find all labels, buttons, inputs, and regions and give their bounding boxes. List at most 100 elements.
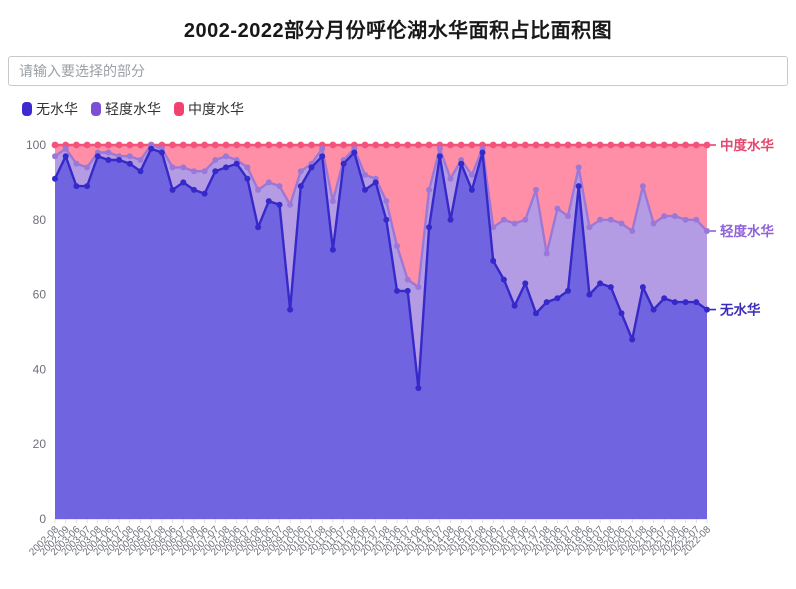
data-point-mild-bloom[interactable]	[693, 216, 700, 223]
data-point-moderate-bloom[interactable]	[169, 141, 177, 149]
data-point-none-bloom[interactable]	[340, 160, 347, 167]
data-point-moderate-bloom[interactable]	[105, 141, 112, 149]
data-point-mild-bloom[interactable]	[276, 183, 283, 190]
data-point-none-bloom[interactable]	[693, 299, 700, 306]
data-point-none-bloom[interactable]	[158, 149, 165, 156]
data-point-none-bloom[interactable]	[597, 280, 604, 287]
data-point-none-bloom[interactable]	[618, 310, 625, 317]
data-point-moderate-bloom[interactable]	[276, 141, 283, 149]
data-point-mild-bloom[interactable]	[287, 201, 294, 208]
data-point-moderate-bloom[interactable]	[51, 141, 59, 149]
legend-item-mild-bloom[interactable]: 轻度水华	[91, 99, 161, 119]
data-point-mild-bloom[interactable]	[436, 145, 443, 152]
data-point-none-bloom[interactable]	[351, 149, 358, 156]
data-point-none-bloom[interactable]	[319, 153, 326, 160]
data-point-moderate-bloom[interactable]	[671, 141, 679, 149]
data-point-none-bloom[interactable]	[212, 168, 219, 175]
data-point-moderate-bloom[interactable]	[361, 141, 369, 149]
data-point-moderate-bloom[interactable]	[447, 141, 454, 149]
data-point-moderate-bloom[interactable]	[329, 141, 337, 149]
data-point-moderate-bloom[interactable]	[94, 141, 102, 149]
data-point-moderate-bloom[interactable]	[137, 141, 144, 149]
data-point-moderate-bloom[interactable]	[265, 141, 273, 149]
data-point-none-bloom[interactable]	[169, 186, 176, 193]
data-point-none-bloom[interactable]	[586, 291, 593, 298]
data-point-none-bloom[interactable]	[650, 306, 657, 313]
data-point-moderate-bloom[interactable]	[308, 141, 315, 149]
data-point-moderate-bloom[interactable]	[222, 141, 230, 149]
data-point-moderate-bloom[interactable]	[575, 141, 583, 149]
data-point-mild-bloom[interactable]	[52, 153, 58, 160]
data-point-moderate-bloom[interactable]	[650, 141, 657, 149]
data-point-mild-bloom[interactable]	[73, 160, 80, 167]
data-point-none-bloom[interactable]	[265, 198, 272, 205]
data-point-moderate-bloom[interactable]	[297, 141, 305, 149]
data-point-mild-bloom[interactable]	[575, 164, 582, 171]
data-point-none-bloom[interactable]	[297, 183, 304, 190]
data-point-moderate-bloom[interactable]	[543, 141, 551, 149]
data-point-mild-bloom[interactable]	[682, 216, 689, 223]
data-point-none-bloom[interactable]	[629, 336, 636, 343]
data-point-mild-bloom[interactable]	[362, 171, 368, 178]
data-point-moderate-bloom[interactable]	[618, 141, 625, 149]
data-point-moderate-bloom[interactable]	[586, 141, 593, 149]
data-point-mild-bloom[interactable]	[607, 216, 614, 223]
data-point-moderate-bloom[interactable]	[83, 141, 91, 149]
data-point-mild-bloom[interactable]	[533, 186, 539, 193]
data-point-none-bloom[interactable]	[671, 299, 678, 306]
data-point-moderate-bloom[interactable]	[190, 141, 198, 149]
data-point-mild-bloom[interactable]	[565, 213, 571, 220]
data-point-none-bloom[interactable]	[639, 284, 646, 291]
data-point-none-bloom[interactable]	[436, 153, 443, 160]
data-point-mild-bloom[interactable]	[180, 164, 187, 171]
data-point-none-bloom[interactable]	[468, 186, 475, 193]
data-point-moderate-bloom[interactable]	[500, 141, 508, 149]
data-point-none-bloom[interactable]	[479, 149, 486, 156]
data-point-none-bloom[interactable]	[94, 153, 101, 160]
data-point-moderate-bloom[interactable]	[201, 141, 209, 149]
data-point-mild-bloom[interactable]	[490, 224, 497, 231]
data-point-none-bloom[interactable]	[447, 216, 454, 223]
data-point-moderate-bloom[interactable]	[703, 141, 711, 149]
data-point-moderate-bloom[interactable]	[532, 141, 540, 149]
data-point-mild-bloom[interactable]	[511, 220, 518, 227]
data-point-mild-bloom[interactable]	[126, 153, 133, 160]
data-point-moderate-bloom[interactable]	[393, 141, 401, 149]
data-point-none-bloom[interactable]	[233, 160, 240, 167]
data-point-none-bloom[interactable]	[137, 168, 144, 175]
data-point-mild-bloom[interactable]	[426, 186, 433, 193]
data-point-none-bloom[interactable]	[148, 145, 155, 152]
data-point-none-bloom[interactable]	[52, 175, 58, 182]
data-point-moderate-bloom[interactable]	[554, 141, 561, 149]
data-point-none-bloom[interactable]	[682, 299, 689, 306]
data-point-moderate-bloom[interactable]	[457, 141, 465, 149]
data-point-moderate-bloom[interactable]	[382, 141, 390, 149]
data-point-moderate-bloom[interactable]	[286, 141, 294, 149]
data-point-mild-bloom[interactable]	[105, 149, 112, 156]
data-point-none-bloom[interactable]	[661, 295, 668, 302]
data-point-none-bloom[interactable]	[704, 306, 710, 313]
data-point-mild-bloom[interactable]	[554, 205, 561, 212]
data-point-none-bloom[interactable]	[404, 287, 411, 294]
data-point-none-bloom[interactable]	[84, 183, 91, 190]
data-point-none-bloom[interactable]	[329, 246, 336, 253]
data-point-none-bloom[interactable]	[308, 164, 315, 171]
data-point-moderate-bloom[interactable]	[468, 141, 476, 149]
data-point-none-bloom[interactable]	[372, 179, 379, 186]
data-point-mild-bloom[interactable]	[650, 220, 657, 227]
data-point-none-bloom[interactable]	[244, 175, 251, 182]
data-point-none-bloom[interactable]	[575, 183, 582, 190]
legend-item-none-bloom[interactable]: 无水华	[22, 99, 78, 119]
data-point-mild-bloom[interactable]	[383, 198, 390, 205]
data-point-none-bloom[interactable]	[490, 257, 497, 264]
data-point-mild-bloom[interactable]	[661, 213, 668, 220]
data-point-mild-bloom[interactable]	[468, 171, 475, 178]
data-point-moderate-bloom[interactable]	[596, 141, 604, 149]
data-point-none-bloom[interactable]	[394, 287, 400, 294]
data-point-moderate-bloom[interactable]	[489, 141, 497, 149]
data-point-none-bloom[interactable]	[287, 306, 294, 313]
data-point-none-bloom[interactable]	[105, 157, 112, 163]
data-point-mild-bloom[interactable]	[223, 153, 229, 160]
data-point-mild-bloom[interactable]	[62, 145, 69, 152]
data-point-moderate-bloom[interactable]	[607, 141, 615, 149]
